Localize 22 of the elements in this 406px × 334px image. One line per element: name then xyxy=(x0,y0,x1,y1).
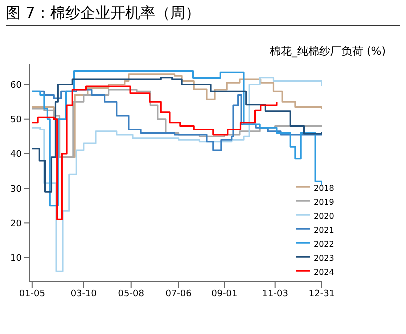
x-tick-label: 09-01 xyxy=(212,289,238,300)
chart-title: 图 7：棉纱企业开机率（周） xyxy=(6,4,400,26)
x-tick-label: 12-31 xyxy=(308,289,336,300)
x-tick-label: 07-06 xyxy=(166,289,192,300)
x-tick-label: 01-05 xyxy=(19,289,46,300)
y-tick-label: 60 xyxy=(10,80,22,91)
x-tick-label: 05-08 xyxy=(118,289,145,300)
legend-label: 2023 xyxy=(314,254,334,264)
legend-label: 2022 xyxy=(314,240,334,250)
legend-label: 2019 xyxy=(314,198,334,208)
y-tick-label: 10 xyxy=(10,254,22,264)
y-tick-label: 50 xyxy=(10,116,22,126)
x-tick-label: 11-03 xyxy=(262,289,288,300)
legend-label: 2024 xyxy=(314,268,334,278)
y-tick-label: 30 xyxy=(10,184,22,195)
legend-label: 2020 xyxy=(314,212,334,222)
y-tick-label: 20 xyxy=(10,219,22,230)
y-tick-label: 40 xyxy=(10,150,22,160)
legend-label: 2021 xyxy=(314,226,334,236)
chart-subtitle: 棉花_纯棉纱厂负荷 (%) xyxy=(270,44,386,59)
x-tick-label: 03-10 xyxy=(70,289,98,300)
legend-label: 2018 xyxy=(314,184,334,194)
